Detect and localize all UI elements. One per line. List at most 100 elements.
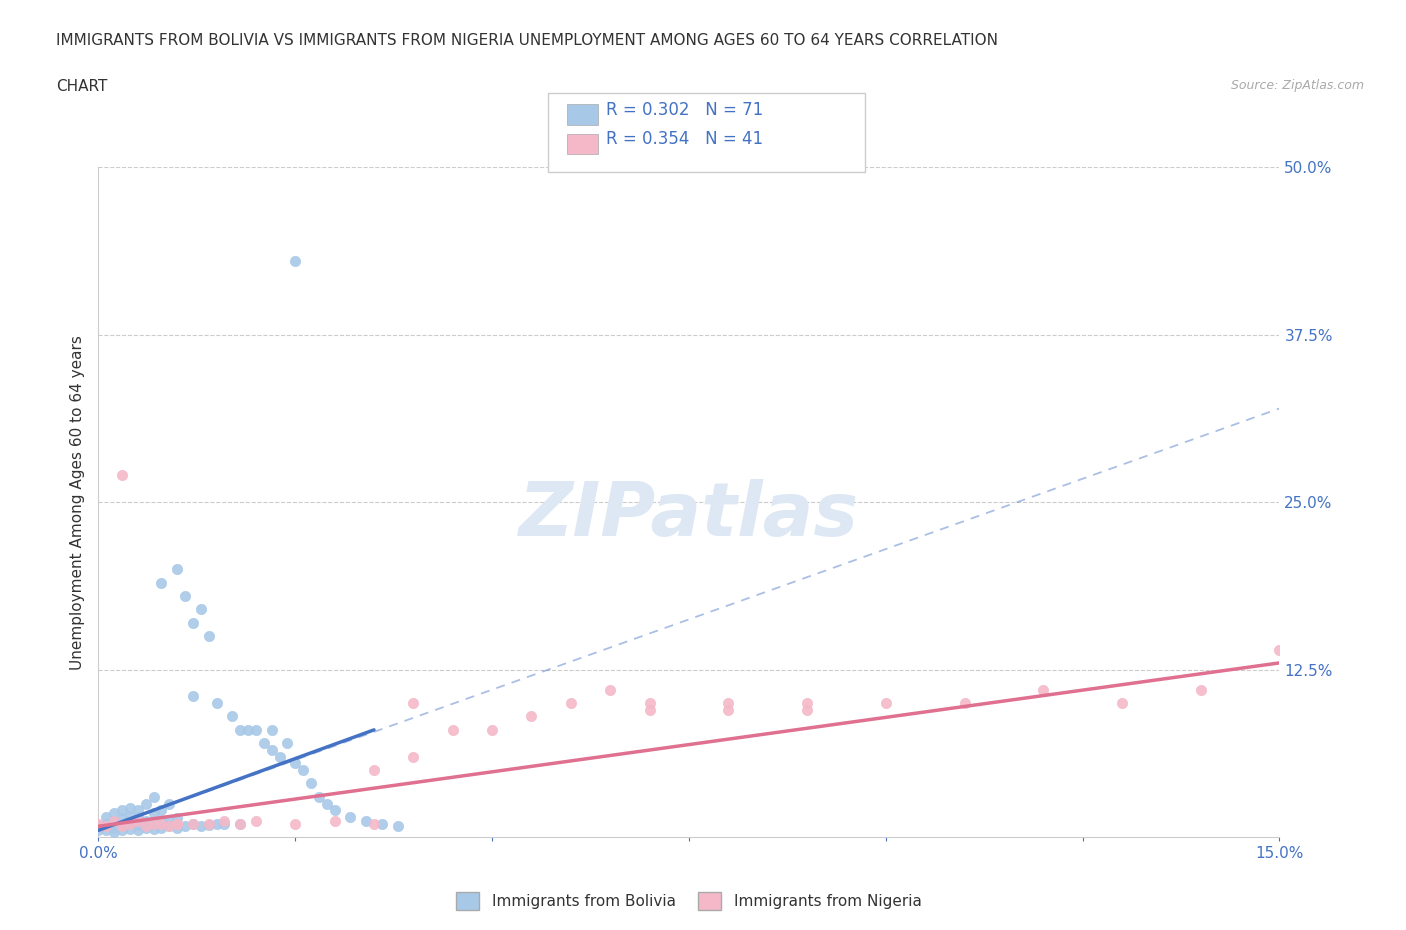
Point	[276, 736, 298, 751]
Point	[127, 823, 149, 838]
Point	[111, 803, 134, 817]
Point	[174, 589, 197, 604]
Point	[190, 818, 212, 833]
Point	[142, 821, 165, 836]
Point	[166, 820, 188, 835]
Point	[323, 814, 346, 829]
Point	[229, 817, 252, 831]
Point	[150, 814, 173, 829]
Point	[481, 723, 503, 737]
Point	[166, 562, 188, 577]
Point	[181, 817, 204, 831]
Point	[371, 817, 394, 831]
Point	[560, 696, 582, 711]
Point	[796, 696, 818, 711]
Point	[118, 800, 141, 815]
Point	[166, 817, 188, 831]
Point	[1189, 683, 1212, 698]
Point	[150, 817, 173, 831]
Point	[402, 750, 425, 764]
Point	[363, 763, 385, 777]
Point	[142, 817, 165, 831]
Text: ZIPatlas: ZIPatlas	[519, 479, 859, 552]
Point	[796, 702, 818, 717]
Point	[127, 814, 149, 829]
Point	[1268, 642, 1291, 657]
Point	[299, 776, 322, 790]
Point	[142, 790, 165, 804]
Point	[1111, 696, 1133, 711]
Point	[118, 808, 141, 823]
Point	[953, 696, 976, 711]
Point	[284, 756, 307, 771]
Point	[96, 823, 118, 838]
Point	[181, 817, 204, 831]
Point	[96, 818, 118, 833]
Point	[221, 709, 243, 724]
Point	[197, 817, 219, 832]
Point	[118, 821, 141, 836]
Point	[181, 689, 204, 704]
Point	[717, 696, 740, 711]
Point	[174, 818, 197, 833]
Point	[87, 823, 110, 838]
Point	[190, 602, 212, 617]
Point	[166, 811, 188, 826]
Point	[87, 818, 110, 833]
Point	[157, 812, 180, 827]
Point	[111, 818, 134, 833]
Point	[157, 818, 180, 833]
Point	[111, 823, 134, 838]
Point	[135, 818, 157, 833]
Text: Source: ZipAtlas.com: Source: ZipAtlas.com	[1230, 79, 1364, 92]
Point	[87, 817, 110, 831]
Y-axis label: Unemployment Among Ages 60 to 64 years: Unemployment Among Ages 60 to 64 years	[69, 335, 84, 670]
Point	[229, 817, 252, 831]
Point	[135, 814, 157, 829]
Text: R = 0.302   N = 71: R = 0.302 N = 71	[606, 100, 763, 119]
Point	[260, 742, 283, 757]
Point	[111, 811, 134, 826]
Point	[205, 696, 228, 711]
Point	[308, 790, 330, 804]
Point	[875, 696, 897, 711]
Point	[315, 796, 337, 811]
Point	[142, 805, 165, 820]
Point	[205, 817, 228, 831]
Point	[599, 683, 621, 698]
Point	[150, 575, 173, 590]
Point	[166, 817, 188, 831]
Point	[520, 709, 543, 724]
Point	[354, 814, 377, 829]
Point	[229, 723, 252, 737]
Point	[127, 803, 149, 817]
Point	[103, 820, 125, 835]
Point	[284, 817, 307, 831]
Point	[245, 723, 267, 737]
Point	[292, 763, 315, 777]
Point	[245, 814, 267, 829]
Point	[214, 817, 236, 831]
Point	[284, 254, 307, 269]
Legend: Immigrants from Bolivia, Immigrants from Nigeria: Immigrants from Bolivia, Immigrants from…	[450, 885, 928, 916]
Point	[103, 814, 125, 829]
Text: R = 0.354   N = 41: R = 0.354 N = 41	[606, 130, 763, 149]
Point	[339, 809, 361, 824]
Text: IMMIGRANTS FROM BOLIVIA VS IMMIGRANTS FROM NIGERIA UNEMPLOYMENT AMONG AGES 60 TO: IMMIGRANTS FROM BOLIVIA VS IMMIGRANTS FR…	[56, 33, 998, 47]
Point	[214, 814, 236, 829]
Point	[441, 723, 464, 737]
Point	[269, 750, 291, 764]
Point	[103, 814, 125, 829]
Point	[96, 809, 118, 824]
Point	[197, 817, 219, 831]
Point	[402, 696, 425, 711]
Point	[135, 820, 157, 835]
Point	[323, 803, 346, 817]
Point	[387, 818, 409, 833]
Point	[142, 817, 165, 831]
Point	[253, 736, 276, 751]
Point	[236, 723, 259, 737]
Point	[638, 702, 661, 717]
Point	[96, 817, 118, 831]
Point	[157, 796, 180, 811]
